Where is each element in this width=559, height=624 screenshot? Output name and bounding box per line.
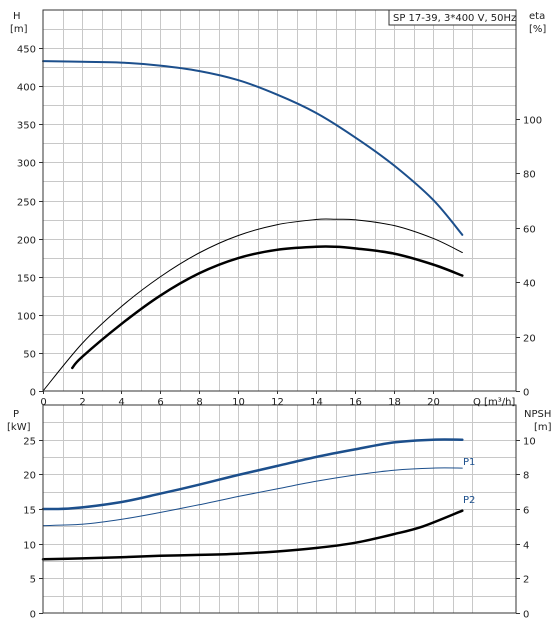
left-axis-tick-label: 450 [17,45,36,56]
top-panel-series [42,60,464,392]
x-axis-tick-label: 6 [157,397,163,408]
left-axis-tick-label: 20 [23,471,36,482]
bottom-left-axis-label: P [13,409,19,420]
bottom-panel-ticks: 0 5 10 15 20 25 0 2 4 6 8 10 [23,437,535,621]
top-panel-frame [42,9,517,392]
chart-title-box [388,9,517,26]
top-right-axis-unit: [%] [529,24,546,35]
left-axis-tick-label: 250 [17,198,36,209]
left-axis-tick-label: 350 [17,121,36,132]
left-axis-tick-label: 15 [23,506,36,517]
top-panel-grid [43,10,516,391]
left-axis-tick-label: 0 [30,388,36,399]
series-line-eta-thin [42,218,463,392]
left-axis-tick-label: 0 [30,610,36,621]
x-axis-tick-label: 16 [349,397,362,408]
left-axis-tick-label: 300 [17,159,36,170]
right-axis-tick-label: 10 [523,437,536,448]
right-axis-tick-label: 40 [523,279,536,290]
right-axis-tick-label: 80 [523,170,536,181]
series-line-p1 [41,438,464,511]
x-axis-tick-label: 0 [40,397,46,408]
left-axis-tick-label: 400 [17,83,36,94]
right-axis-tick-label: 0 [523,610,529,621]
right-axis-tick-label: 2 [523,575,529,586]
right-axis-tick-label: 4 [523,541,529,552]
bottom-right-axis-label: NPSH [524,409,551,420]
left-axis-tick-label: 50 [23,350,36,361]
left-axis-tick-label: 25 [23,437,36,448]
series-line-h [42,60,464,236]
top-right-axis-label: eta [529,11,545,22]
top-left-axis-label: H [13,11,21,22]
left-axis-tick-label: 100 [17,312,36,323]
x-axis-label: Q [m³/h] [473,397,515,408]
right-axis-tick-label: 100 [523,116,542,127]
x-axis-tick-label: 8 [196,397,202,408]
series-line-p2 [42,467,463,527]
top-left-axis-unit: [m] [10,24,28,35]
top-panel-ticks: 0 50 100 150 200 250 300 350 400 450 0 20 40 60 80 100 0… [17,45,542,409]
right-axis-tick-label: 20 [523,334,536,345]
bottom-left-axis-unit: [kW] [7,422,31,433]
series-label-p2: P2 [463,495,475,506]
x-axis-tick-label: 14 [310,397,323,408]
left-axis-tick-label: 5 [30,575,36,586]
x-axis-tick-label: 4 [118,397,124,408]
left-axis-tick-label: 200 [17,236,36,247]
left-axis-tick-label: 10 [23,541,36,552]
bottom-panel-series [41,438,464,561]
left-axis-tick-label: 150 [17,274,36,285]
x-axis-tick-label: 12 [271,397,284,408]
right-axis-tick-label: 60 [523,225,536,236]
x-axis-tick-label: 10 [232,397,245,408]
right-axis-tick-label: 6 [523,506,529,517]
series-line-eta-thick [71,245,464,370]
chart-title: SP 17-39, 3*400 V, 50Hz [393,13,516,24]
x-axis-tick-label: 20 [427,397,440,408]
series-line-npsh [41,509,464,561]
x-axis-tick-label: 18 [388,397,401,408]
series-label-p1: P1 [463,457,475,468]
bottom-right-axis-unit: [m] [534,422,552,433]
x-axis-tick-label: 2 [79,397,85,408]
right-axis-tick-label: 0 [523,388,529,399]
right-axis-tick-label: 8 [523,471,529,482]
bottom-panel-grid [43,405,516,613]
